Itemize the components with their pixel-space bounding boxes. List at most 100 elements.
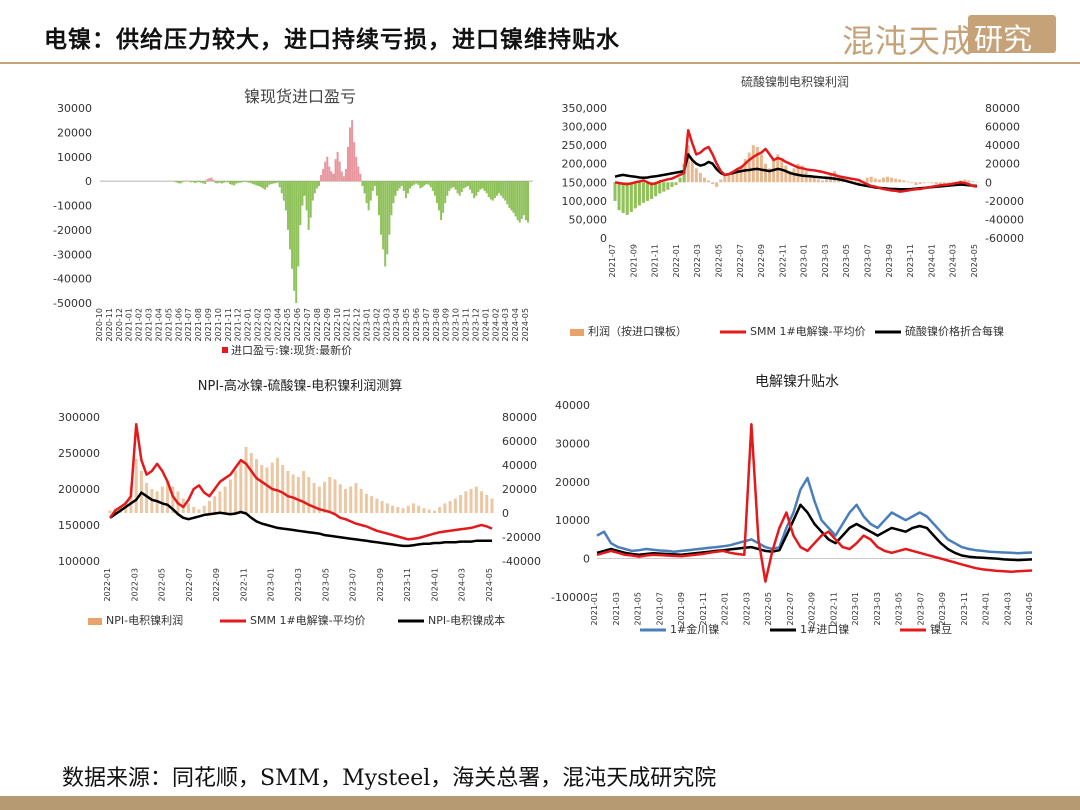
profit-bar-negative (629, 182, 633, 212)
npi-profit-bar (307, 477, 311, 513)
profit-bar-negative (617, 182, 621, 211)
npi-profit-bar (281, 465, 285, 513)
bar (510, 181, 513, 211)
y-tick-label: -10000 (551, 591, 590, 604)
bar (291, 181, 294, 269)
y-tick-label: -40000 (502, 555, 541, 568)
bar (384, 181, 387, 267)
x-tick-label: 2022-01 (244, 308, 253, 341)
npi-profit-bar (401, 508, 405, 513)
profit-bar (833, 171, 837, 183)
x-tick-label: 2023-09 (442, 308, 451, 341)
bar (396, 181, 399, 191)
bar (195, 181, 198, 183)
x-tick-label: 2022-03 (693, 244, 702, 277)
npi-profit-bar (364, 493, 368, 513)
x-tick-label: 2021-03 (145, 308, 154, 341)
bar (204, 181, 207, 185)
x-tick-label: 2023-09 (938, 592, 947, 625)
x-tick-label: 2023-03 (382, 308, 391, 341)
bar (222, 181, 225, 183)
profit-bar-negative (662, 182, 666, 192)
chart-title: NPI-高冰镍-硫酸镍-电积镍利润测算 (198, 378, 402, 394)
y-tick-label: 60000 (502, 435, 537, 448)
y-tick-label: 100000 (58, 555, 100, 568)
bar (423, 181, 426, 186)
imported-line (596, 503, 1033, 562)
bar (502, 181, 505, 199)
profit-bar-negative (625, 182, 629, 215)
npi-profit-bar (129, 486, 133, 513)
x-tick-label: 2022-05 (158, 568, 167, 601)
y-tick-label: 30000 (555, 437, 590, 450)
bar (299, 181, 302, 225)
npi-profit-bar (244, 447, 248, 513)
bar (301, 181, 304, 206)
npi-profit-bar (218, 491, 222, 513)
y-tick-label: 250000 (58, 447, 100, 460)
x-tick-label: 2021-05 (634, 592, 643, 625)
y-tick-label: 40000 (502, 459, 537, 472)
x-tick-label: 2021-03 (612, 592, 621, 625)
npi-profit-bar (255, 459, 259, 513)
bar (338, 161, 341, 182)
profit-bar (698, 173, 702, 183)
x-tick-label: 2021-01 (125, 308, 134, 341)
x-tick-label: 2022-09 (757, 244, 766, 277)
bar (479, 181, 482, 190)
bar (512, 181, 515, 213)
bar (421, 181, 424, 188)
legend-item-jinchuan: 1#金川镍 (670, 622, 719, 636)
profit-bar (853, 181, 857, 183)
profit-bar-negative (678, 177, 682, 183)
bar (438, 181, 441, 211)
profit-bar (971, 181, 975, 183)
bar (280, 181, 283, 194)
bar (415, 181, 418, 184)
x-tick-label: 2022-12 (353, 308, 362, 341)
bar (516, 181, 519, 221)
profit-bar (808, 174, 812, 183)
npi-profit-bar (207, 501, 211, 513)
logo-box: 研究院 (968, 15, 1056, 98)
profit-bar (902, 180, 906, 183)
bar (340, 171, 343, 182)
bar (193, 181, 196, 184)
legend-item-imported: 1#进口镍 (800, 622, 849, 636)
x-tick-label: 2022-09 (808, 592, 817, 625)
profit-bar (910, 182, 914, 184)
bar (289, 181, 292, 250)
bar (500, 181, 503, 196)
npi-profit-bar (239, 462, 243, 513)
bar (446, 181, 449, 196)
profit-bar (898, 179, 902, 183)
chart-electrolytic-premium: 电解镍升贴水 40000 30000 20000 10000 0 -10000 2021-01… (551, 374, 1034, 636)
bar (442, 181, 445, 213)
x-tick-label: 2023-01 (362, 308, 371, 341)
profit-bar (690, 159, 694, 183)
profit-bar-negative (666, 182, 670, 190)
npi-profit-bar (396, 507, 400, 513)
bar (235, 181, 238, 184)
profit-bar-negative (633, 182, 637, 209)
x-tick-label: 2024-05 (485, 568, 494, 601)
bar (185, 180, 188, 182)
profit-bar (731, 171, 735, 183)
bar (351, 120, 354, 182)
x-tick-label: 2022-11 (343, 308, 352, 341)
bar (202, 181, 205, 184)
bar (375, 181, 378, 196)
bar (481, 181, 484, 189)
bar (504, 181, 507, 201)
bar (409, 181, 412, 189)
y-tick-label: 50,000 (569, 213, 608, 226)
npi-profit-bar (490, 498, 494, 513)
bar (239, 181, 242, 183)
profit-bar (707, 180, 711, 183)
x-tick-label: 2021-07 (655, 592, 664, 625)
npi-profit-bar (412, 503, 416, 513)
y-tick-label: 300,000 (562, 121, 608, 134)
bar (328, 166, 331, 182)
bar (361, 181, 364, 186)
x-tick-label: 2021-08 (194, 308, 203, 341)
